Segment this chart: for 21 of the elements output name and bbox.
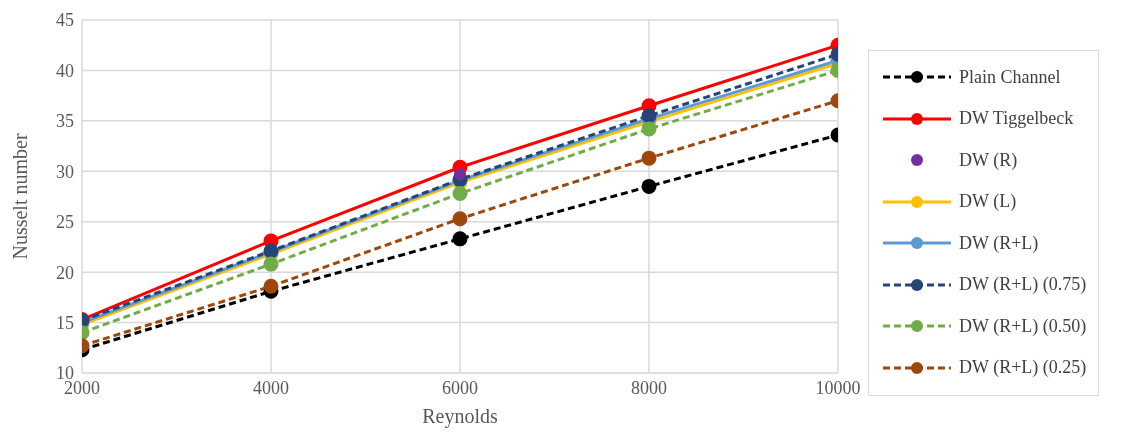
x-axis-title: Reynolds [422, 405, 498, 428]
y-tick-label: 45 [56, 10, 74, 31]
legend-label: DW (R) [959, 149, 1018, 171]
x-tick-label: 10000 [815, 377, 861, 398]
legend-label: DW (R+L) [959, 232, 1039, 254]
legend-label: DW (L) [959, 191, 1017, 213]
legend-label: DW (R+L) (0.25) [959, 357, 1087, 379]
legend-label: Plain Channel [959, 66, 1061, 88]
y-tick-label: 25 [56, 212, 74, 233]
x-tick-label: 8000 [631, 377, 667, 398]
x-tick-label: 4000 [253, 377, 289, 398]
y-tick-label: 15 [56, 312, 74, 333]
y-axis-title: Nusselt number [9, 133, 32, 260]
legend-label: DW Tiggelbeck [959, 108, 1074, 130]
x-tick-label: 6000 [442, 377, 478, 398]
y-tick-label: 30 [56, 161, 74, 182]
y-tick-label: 35 [56, 111, 74, 132]
y-tick-label: 20 [56, 262, 74, 283]
legend-label: DW (R+L) (0.50) [959, 315, 1087, 337]
y-tick-label: 40 [56, 60, 74, 81]
legend-label: DW (R+L) (0.75) [959, 274, 1087, 296]
